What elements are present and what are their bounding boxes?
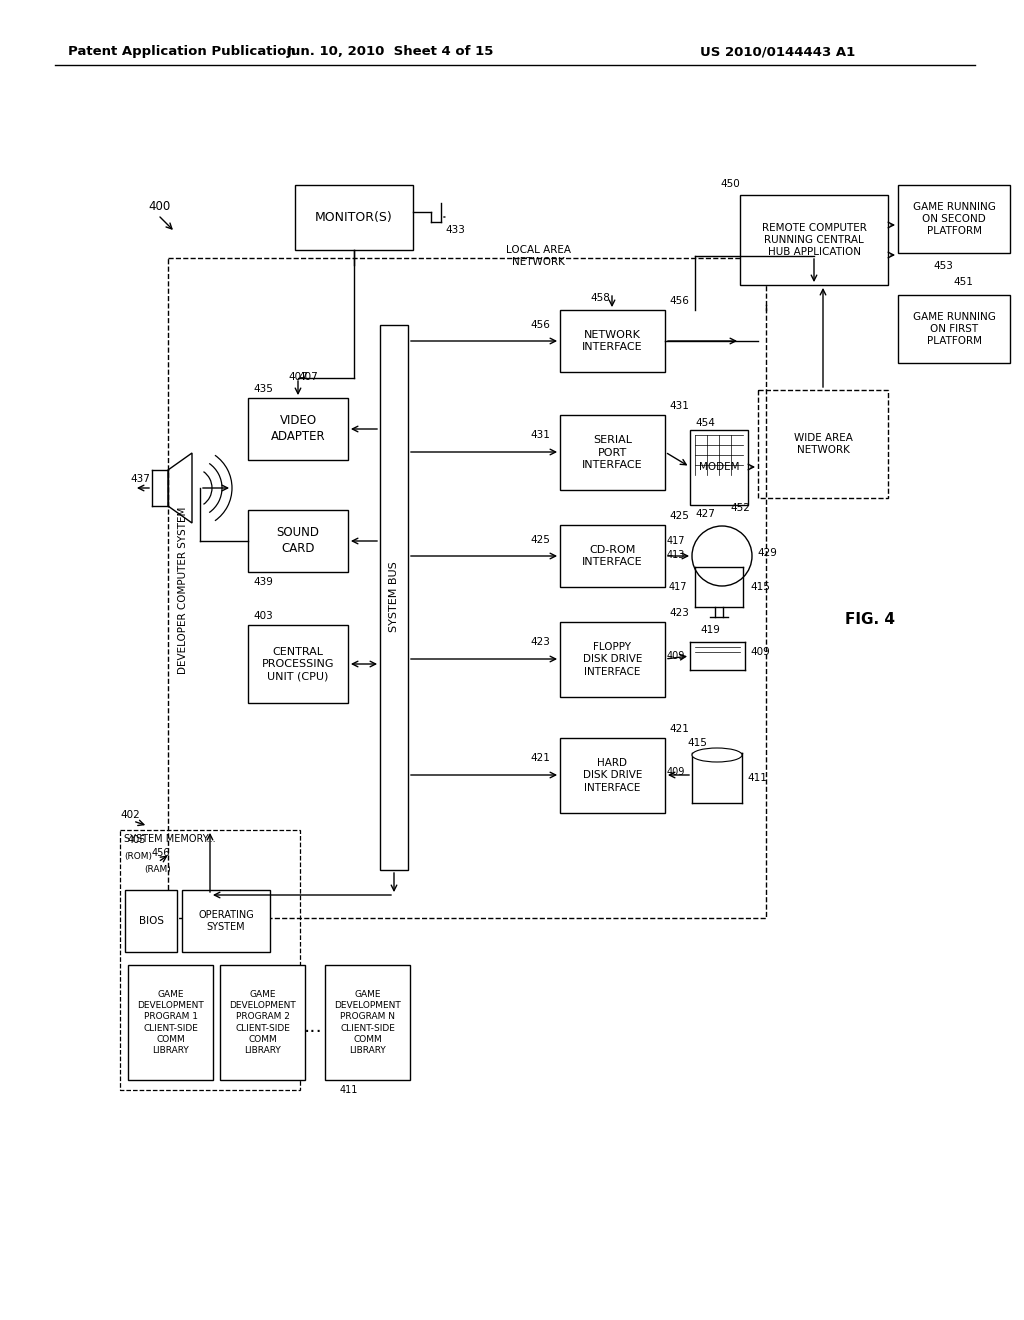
Text: WIDE AREA
NETWORK: WIDE AREA NETWORK: [794, 433, 852, 455]
Text: SOUND
CARD: SOUND CARD: [276, 527, 319, 556]
Text: DEVELOPER COMPUTER SYSTEM: DEVELOPER COMPUTER SYSTEM: [178, 507, 188, 673]
Text: 403: 403: [253, 611, 272, 620]
Text: 411: 411: [340, 1085, 358, 1096]
Text: 407: 407: [288, 372, 308, 381]
Text: FIG. 4: FIG. 4: [845, 612, 895, 627]
Text: 437: 437: [130, 474, 150, 484]
Text: 409: 409: [667, 767, 685, 777]
FancyBboxPatch shape: [325, 965, 410, 1080]
FancyBboxPatch shape: [248, 510, 348, 572]
FancyBboxPatch shape: [125, 890, 177, 952]
Text: MONITOR(S): MONITOR(S): [315, 211, 393, 224]
FancyBboxPatch shape: [182, 890, 270, 952]
FancyBboxPatch shape: [740, 195, 888, 285]
Text: 456: 456: [152, 847, 171, 858]
Text: Patent Application Publication: Patent Application Publication: [68, 45, 296, 58]
Text: FLOPPY
DISK DRIVE
INTERFACE: FLOPPY DISK DRIVE INTERFACE: [583, 642, 642, 677]
Text: 423: 423: [669, 609, 689, 618]
Text: 417: 417: [669, 582, 687, 591]
Text: 431: 431: [669, 401, 689, 411]
Text: 439: 439: [253, 577, 272, 587]
Text: 409: 409: [667, 651, 685, 661]
Text: GAME
DEVELOPMENT
PROGRAM 2
CLIENT-SIDE
COMM
LIBRARY: GAME DEVELOPMENT PROGRAM 2 CLIENT-SIDE C…: [229, 990, 296, 1055]
Text: 456: 456: [669, 296, 689, 306]
Text: 411: 411: [746, 774, 767, 783]
FancyBboxPatch shape: [248, 399, 348, 459]
FancyBboxPatch shape: [220, 965, 305, 1080]
Text: VIDEO
ADAPTER: VIDEO ADAPTER: [270, 414, 326, 444]
Text: BIOS: BIOS: [138, 916, 164, 927]
Text: 400: 400: [148, 201, 170, 213]
Text: 415: 415: [687, 738, 707, 748]
FancyBboxPatch shape: [560, 310, 665, 372]
Text: 433: 433: [445, 224, 465, 235]
Text: (ROM): (ROM): [124, 851, 152, 861]
Text: 431: 431: [530, 430, 550, 440]
Text: CD-ROM
INTERFACE: CD-ROM INTERFACE: [583, 545, 643, 568]
Text: OPERATING
SYSTEM: OPERATING SYSTEM: [198, 909, 254, 932]
Text: SYSTEM MEMORY...: SYSTEM MEMORY...: [124, 834, 216, 843]
FancyBboxPatch shape: [560, 525, 665, 587]
Text: 421: 421: [530, 752, 550, 763]
Text: 458: 458: [590, 293, 610, 304]
FancyBboxPatch shape: [560, 738, 665, 813]
Text: 407: 407: [298, 372, 317, 381]
Text: 421: 421: [669, 723, 689, 734]
FancyBboxPatch shape: [295, 185, 413, 249]
Text: GAME
DEVELOPMENT
PROGRAM N
CLIENT-SIDE
COMM
LIBRARY: GAME DEVELOPMENT PROGRAM N CLIENT-SIDE C…: [334, 990, 400, 1055]
Text: US 2010/0144443 A1: US 2010/0144443 A1: [700, 45, 855, 58]
Text: ...: ...: [304, 1018, 323, 1036]
Text: 451: 451: [953, 277, 973, 286]
Text: SERIAL
PORT
INTERFACE: SERIAL PORT INTERFACE: [583, 436, 643, 470]
Text: 417: 417: [667, 536, 685, 546]
FancyBboxPatch shape: [380, 325, 408, 870]
FancyBboxPatch shape: [560, 622, 665, 697]
Text: 427: 427: [695, 510, 715, 519]
FancyBboxPatch shape: [898, 294, 1010, 363]
Text: 429: 429: [757, 548, 777, 558]
FancyBboxPatch shape: [690, 430, 748, 506]
FancyBboxPatch shape: [560, 414, 665, 490]
Text: 409: 409: [750, 647, 770, 657]
Text: 450: 450: [720, 180, 739, 189]
Text: 405: 405: [128, 836, 146, 845]
Text: 415: 415: [750, 582, 770, 591]
Text: 423: 423: [530, 638, 550, 647]
Text: REMOTE COMPUTER
RUNNING CENTRAL
HUB APPLICATION: REMOTE COMPUTER RUNNING CENTRAL HUB APPL…: [762, 223, 866, 257]
Text: 425: 425: [669, 511, 689, 521]
Text: 435: 435: [253, 384, 272, 393]
Text: Jun. 10, 2010  Sheet 4 of 15: Jun. 10, 2010 Sheet 4 of 15: [287, 45, 494, 58]
Text: 425: 425: [530, 535, 550, 545]
Text: 453: 453: [933, 261, 953, 271]
Text: 454: 454: [695, 418, 715, 428]
Text: NETWORK
INTERFACE: NETWORK INTERFACE: [583, 330, 643, 352]
Text: (RAM): (RAM): [144, 865, 171, 874]
Text: HARD
DISK DRIVE
INTERFACE: HARD DISK DRIVE INTERFACE: [583, 758, 642, 793]
Text: GAME RUNNING
ON SECOND
PLATFORM: GAME RUNNING ON SECOND PLATFORM: [912, 202, 995, 236]
Text: LOCAL AREA
NETWORK: LOCAL AREA NETWORK: [506, 246, 570, 267]
Ellipse shape: [692, 748, 742, 762]
Text: GAME
DEVELOPMENT
PROGRAM 1
CLIENT-SIDE
COMM
LIBRARY: GAME DEVELOPMENT PROGRAM 1 CLIENT-SIDE C…: [137, 990, 204, 1055]
FancyBboxPatch shape: [128, 965, 213, 1080]
Text: MODEM: MODEM: [698, 462, 739, 473]
Text: CENTRAL
PROCESSING
UNIT (CPU): CENTRAL PROCESSING UNIT (CPU): [262, 647, 334, 681]
Text: 452: 452: [730, 503, 750, 513]
Text: 413: 413: [667, 550, 685, 560]
Text: 402: 402: [120, 810, 139, 820]
Text: 456: 456: [530, 319, 550, 330]
FancyBboxPatch shape: [248, 624, 348, 704]
FancyBboxPatch shape: [898, 185, 1010, 253]
Text: GAME RUNNING
ON FIRST
PLATFORM: GAME RUNNING ON FIRST PLATFORM: [912, 312, 995, 346]
Text: 419: 419: [700, 624, 720, 635]
Text: SYSTEM BUS: SYSTEM BUS: [389, 561, 399, 632]
